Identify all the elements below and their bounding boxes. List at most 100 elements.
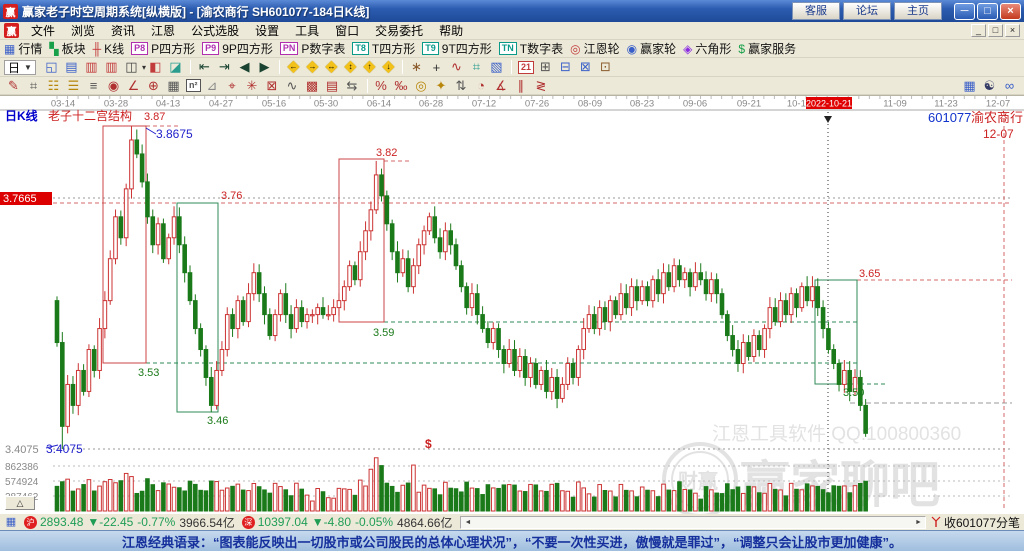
taiji-icon[interactable]: ☯ xyxy=(983,77,996,93)
multi-window-icon[interactable]: ◧ xyxy=(149,59,162,74)
gann-hboth-icon[interactable]: ◆ ↔ xyxy=(322,59,341,75)
gann-wheel-button[interactable]: ◎ 江恩轮 xyxy=(570,40,620,57)
go-first-icon[interactable]: ⇤ xyxy=(199,59,210,74)
ab-measure-icon[interactable]: ⇅ xyxy=(455,77,467,93)
fence-icon[interactable]: ▤ xyxy=(325,77,339,93)
star-icon[interactable]: ✳ xyxy=(246,77,258,93)
infinity-icon[interactable]: ∞ xyxy=(1004,78,1015,93)
golden-grid-icon[interactable]: ☷ xyxy=(47,77,60,93)
red-grid-icon[interactable]: ▩ xyxy=(305,77,319,93)
percent-icon[interactable]: % xyxy=(375,78,387,93)
wave-icon[interactable]: ∿ xyxy=(286,77,298,93)
p-square-button[interactable]: P8 P四方形 xyxy=(131,40,195,57)
angle-icon[interactable]: ⊿ xyxy=(206,77,218,93)
trend-curve-icon[interactable]: ∿ xyxy=(451,59,462,74)
channel-icon[interactable]: ∥ xyxy=(517,77,525,93)
winner-service-button[interactable]: $ 赢家服务 xyxy=(738,40,796,57)
menu-item-公式选股[interactable]: 公式选股 xyxy=(191,24,240,38)
gold-rule-icon[interactable]: ✦ xyxy=(435,77,447,93)
n2-icon[interactable]: n² xyxy=(186,79,201,92)
service-cart-icon[interactable]: ⊡ xyxy=(600,59,611,74)
golden-box-icon[interactable]: ☰ xyxy=(67,77,80,93)
flag-icon[interactable]: ◪ xyxy=(169,59,182,74)
scroll-right-icon[interactable]: ► xyxy=(915,518,922,526)
zigzag-icon[interactable]: ≷ xyxy=(535,77,547,93)
menu-item-窗口[interactable]: 窗口 xyxy=(335,24,360,38)
calendar-icon[interactable]: 21 xyxy=(517,60,534,74)
candle-style-icon[interactable]: ◫ xyxy=(125,59,138,74)
gann-down-icon[interactable]: ◆ ↓ xyxy=(379,59,398,75)
kline-button[interactable]: ╫ K线 xyxy=(93,40,125,57)
market-quotes-button[interactable]: ▦ 行情 xyxy=(4,40,42,57)
angle2-icon[interactable]: ∡ xyxy=(495,77,507,93)
sectors-button[interactable]: ▚ 板块 xyxy=(49,40,85,57)
9t-square-button[interactable]: T9 9T四方形 xyxy=(422,40,492,57)
period-dropdown[interactable]: 日 ▼ xyxy=(4,59,36,75)
go-last-icon[interactable]: ⇥ xyxy=(219,59,230,74)
gann-right-icon[interactable]: ◆ → xyxy=(303,59,322,75)
9p-square-button[interactable]: P9 9P四方形 xyxy=(202,40,273,57)
table-grid-icon[interactable]: ▦ xyxy=(963,77,976,93)
maximize-button[interactable]: □ xyxy=(977,2,998,20)
hatch-icon[interactable]: ▦ xyxy=(167,77,180,93)
titlebar-button-0[interactable]: 客服 xyxy=(792,2,840,20)
titlebar-button-2[interactable]: 主页 xyxy=(894,2,942,20)
spiral-icon[interactable]: ◉ xyxy=(107,77,120,93)
quote-grid-icon[interactable]: ▦ xyxy=(5,515,17,528)
boxed-x-icon[interactable]: ⊠ xyxy=(266,77,278,93)
mdi-close-button[interactable]: × xyxy=(1005,24,1020,37)
hexagon-button[interactable]: ◈ 六角形 xyxy=(683,40,731,57)
export-icon[interactable]: ⊠ xyxy=(580,59,591,74)
pane-toggle-button[interactable]: △ xyxy=(5,496,35,510)
mdi-restore-button[interactable]: □ xyxy=(988,24,1003,37)
menu-item-工具[interactable]: 工具 xyxy=(295,24,320,38)
chart-scrollbar[interactable]: ◄ ► xyxy=(460,515,926,529)
target-icon[interactable]: ⌖ xyxy=(228,77,236,93)
gann-left-icon[interactable]: ◆ ← xyxy=(284,59,303,75)
t-square-button[interactable]: T8 T四方形 xyxy=(352,40,415,57)
kline-chart[interactable]: 03-14 03-28 04-13 04-27 05-16 05-30 06-14 06-28… xyxy=(0,96,1024,518)
pan-hand-icon[interactable]: ∗ xyxy=(411,59,422,74)
indicator-bars-icon[interactable]: ▥ xyxy=(105,59,118,74)
close-button[interactable]: × xyxy=(1000,2,1021,20)
compass-draw-icon[interactable]: ✎ xyxy=(8,77,19,93)
menu-item-江恩[interactable]: 江恩 xyxy=(151,24,176,38)
calculator-icon[interactable]: ⊞ xyxy=(540,59,551,74)
fib-arc-icon[interactable]: ◔ xyxy=(477,78,485,93)
shanghai-index-icon[interactable]: 沪 xyxy=(24,515,37,529)
gold-circle-icon[interactable]: ◎ xyxy=(415,77,427,93)
gann-fan-icon[interactable]: ∠ xyxy=(127,77,140,93)
t-number-table-button[interactable]: TN T数字表 xyxy=(498,40,563,57)
info-panel-icon[interactable]: ▤ xyxy=(65,59,78,74)
gann-up-icon[interactable]: ◆ ↑ xyxy=(360,59,379,75)
next-icon[interactable]: ▶ xyxy=(259,59,270,74)
grid-lines-icon[interactable]: ⌗ xyxy=(29,77,38,93)
save-icon[interactable]: ⊟ xyxy=(560,59,571,74)
span-icon[interactable]: ⇆ xyxy=(346,77,358,93)
chart-window-icon[interactable]: ◱ xyxy=(45,59,58,74)
stats-icon[interactable]: ⌗ xyxy=(472,59,481,74)
scroll-track[interactable] xyxy=(474,517,912,528)
p-number-table-button[interactable]: PN P数字表 xyxy=(279,40,345,57)
menu-item-设置[interactable]: 设置 xyxy=(255,24,280,38)
titlebar-button-1[interactable]: 论坛 xyxy=(843,2,891,20)
minimize-button[interactable]: ─ xyxy=(954,2,975,20)
menu-item-帮助[interactable]: 帮助 xyxy=(439,24,464,38)
price-ruler-icon[interactable]: ≡ xyxy=(89,78,98,93)
scroll-left-icon[interactable]: ◄ xyxy=(464,518,472,526)
shenzhen-index-icon[interactable]: 深 xyxy=(241,515,255,529)
winner-wheel-button[interactable]: ◉ 赢家轮 xyxy=(627,40,677,57)
menu-item-资讯[interactable]: 资讯 xyxy=(111,24,136,38)
permille-icon[interactable]: ‰ xyxy=(394,78,408,93)
menu-item-文件[interactable]: 文件 xyxy=(31,24,56,38)
area-select-icon[interactable]: ▧ xyxy=(490,59,503,74)
prev-icon[interactable]: ◀ xyxy=(239,59,250,74)
circle-cross-icon[interactable]: ⊕ xyxy=(148,77,159,93)
mdi-minimize-button[interactable]: _ xyxy=(971,24,986,37)
gann-vboth-icon[interactable]: ◆ ↕ xyxy=(341,59,360,75)
menu-item-交易委托[interactable]: 交易委托 xyxy=(375,24,424,38)
volume-bars-icon[interactable]: ▥ xyxy=(85,59,98,74)
menu-item-浏览[interactable]: 浏览 xyxy=(71,24,96,38)
tick-feed-status[interactable]: 收601077分笔 xyxy=(930,514,1020,531)
crosshair-icon[interactable]: + xyxy=(432,59,441,75)
